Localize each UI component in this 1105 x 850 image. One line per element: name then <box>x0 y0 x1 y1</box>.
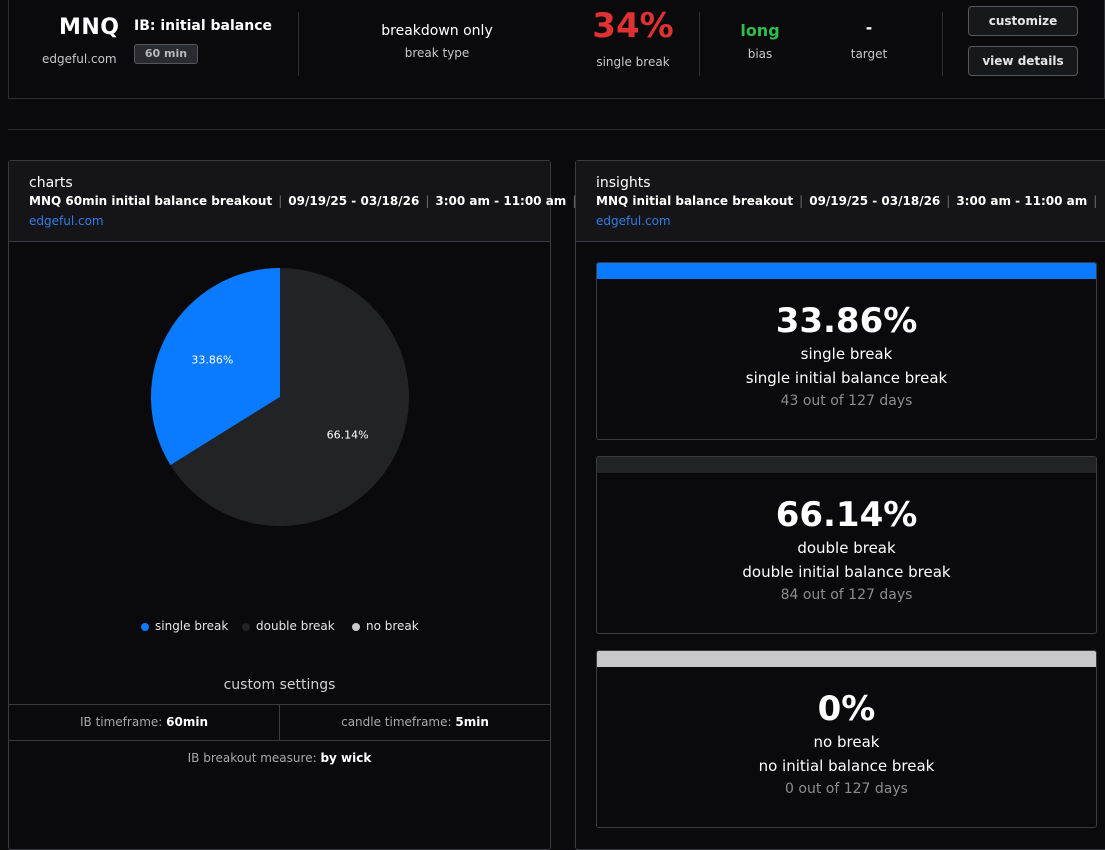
breakout-measure-label: IB breakout measure: <box>187 751 317 765</box>
insights-title: insights <box>596 175 651 191</box>
divider <box>298 12 299 76</box>
meta-separator: | <box>1093 194 1098 208</box>
insights-meta-name: MNQ initial balance breakout <box>596 194 794 208</box>
insights-site-link[interactable]: edgeful.com <box>596 214 671 228</box>
candle-timeframe-setting: candle timeframe: 5min <box>280 705 550 740</box>
card-name: single break <box>800 345 893 363</box>
symbol-site[interactable]: edgeful.com <box>42 52 117 66</box>
card-description: no initial balance break <box>758 757 935 775</box>
candle-timeframe-value: 5min <box>455 715 489 729</box>
symbol-label: MNQ <box>59 15 120 40</box>
card-color-bar <box>597 457 1096 473</box>
card-days: 43 out of 127 days <box>780 393 913 409</box>
insight-card-single-break: 33.86% single break single initial balan… <box>596 262 1097 440</box>
summary-bar: MNQ edgeful.com IB: initial balance 60 m… <box>8 0 1105 99</box>
pie-chart: 33.86% 66.14% <box>151 268 409 526</box>
report-title: IB: initial balance <box>134 18 273 34</box>
meta-separator: | <box>946 194 951 208</box>
charts-panel-header: charts MNQ 60min initial balance breakou… <box>9 161 576 242</box>
card-percentage: 66.14% <box>775 495 918 535</box>
pie-slice-label: 66.14% <box>327 429 369 442</box>
legend-dot <box>242 622 250 631</box>
insight-card-double-break: 66.14% double break double initial balan… <box>596 456 1097 634</box>
pie-slice-single-break[interactable] <box>151 268 280 466</box>
main-percentage-label: single break <box>596 55 670 69</box>
divider <box>942 12 943 76</box>
ib-timeframe-value: 60min <box>166 715 208 729</box>
card-name: no break <box>813 733 880 751</box>
bias-value: long <box>740 21 780 40</box>
ib-timeframe-setting: IB timeframe: 60min <box>9 705 279 740</box>
charts-title: charts <box>29 175 73 191</box>
pie-slice-double-break[interactable] <box>170 268 409 526</box>
insights-meta-time: 3:00 am - 11:00 am <box>956 194 1088 208</box>
legend-item-no-break[interactable]: no break <box>352 619 419 633</box>
charts-meta-name: MNQ 60min initial balance breakout <box>29 194 273 208</box>
ib-timeframe-label: IB timeframe: <box>79 715 163 729</box>
legend-dot <box>352 622 360 631</box>
section-divider <box>8 129 1105 130</box>
meta-separator: | <box>799 194 804 208</box>
settings-divider <box>279 705 280 740</box>
insights-meta-dates: 09/19/25 - 03/18/26 <box>809 194 941 208</box>
charts-meta: MNQ 60min initial balance breakout | 09/19… <box>29 194 582 208</box>
card-days: 0 out of 127 days <box>785 781 908 797</box>
legend-item-single-break[interactable]: single break <box>141 619 228 633</box>
card-color-bar <box>597 263 1096 279</box>
legend-dot <box>141 622 149 631</box>
break-type-value: breakdown only <box>381 23 493 39</box>
card-description: double initial balance break <box>742 563 951 581</box>
break-type-label: break type <box>404 46 470 60</box>
legend-label: double break <box>256 619 335 633</box>
insights-meta: MNQ initial balance breakout | 09/19/25 - … <box>596 194 1103 208</box>
customize-button[interactable]: customize <box>968 6 1078 36</box>
insight-card-no-break: 0% no break no initial balance break 0 o… <box>596 650 1097 828</box>
card-percentage: 33.86% <box>775 301 918 341</box>
target-label: target <box>850 47 888 61</box>
meta-separator: | <box>425 194 430 208</box>
charts-site-link[interactable]: edgeful.com <box>29 214 104 228</box>
divider <box>699 12 700 76</box>
insights-panel-header: insights MNQ initial balance breakout | 09… <box>576 161 1105 242</box>
pie-slice-label: 33.86% <box>191 353 233 366</box>
settings-row: IB timeframe: 60min candle timeframe: 5m… <box>9 704 550 741</box>
timeframe-badge: 60 min <box>134 44 198 64</box>
card-days: 84 out of 127 days <box>780 587 913 603</box>
insights-panel: insights MNQ initial balance breakout | 09… <box>575 160 1105 850</box>
breakout-measure-setting: IB breakout measure: by wick <box>9 751 550 765</box>
meta-separator: | <box>572 194 576 208</box>
charts-panel: charts MNQ 60min initial balance breakou… <box>8 160 576 850</box>
view-details-button[interactable]: view details <box>968 46 1078 76</box>
candle-timeframe-label: candle timeframe: <box>341 715 452 729</box>
bias-label: bias <box>747 47 773 61</box>
card-percentage: 0% <box>817 689 876 729</box>
custom-settings-title: custom settings <box>223 677 336 693</box>
charts-meta-time: 3:00 am - 11:00 am <box>435 194 567 208</box>
legend-label: no break <box>366 619 419 633</box>
card-name: double break <box>797 539 896 557</box>
card-description: single initial balance break <box>745 369 948 387</box>
legend-label: single break <box>155 619 229 633</box>
legend-item-double-break[interactable]: double break <box>242 619 335 633</box>
target-value: - <box>865 18 873 37</box>
meta-separator: | <box>278 194 283 208</box>
card-color-bar <box>597 651 1096 667</box>
breakout-measure-value: by wick <box>320 751 372 765</box>
charts-meta-dates: 09/19/25 - 03/18/26 <box>288 194 420 208</box>
main-percentage: 34% <box>592 6 674 46</box>
